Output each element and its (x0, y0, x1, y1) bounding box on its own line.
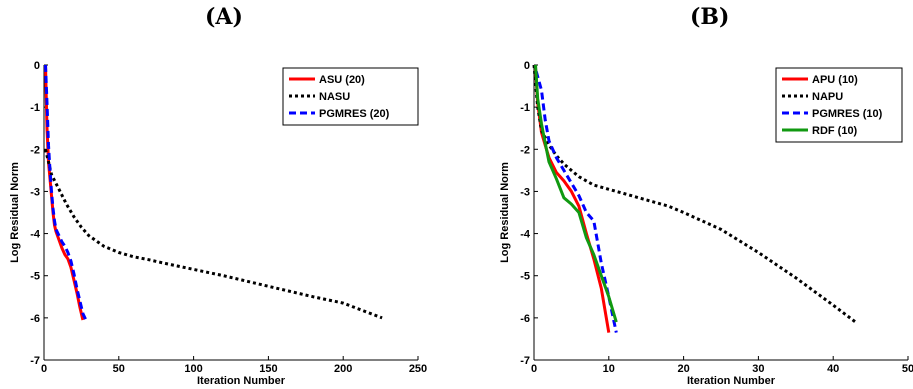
y-tick-label: -5 (30, 271, 40, 283)
series-line-apu-10 (534, 69, 611, 333)
y-tick-label: -1 (520, 102, 530, 114)
y-tick-label: -6 (30, 313, 40, 325)
x-tick-label: 20 (677, 363, 689, 375)
y-tick-label: -6 (520, 313, 530, 325)
y-tick-label: -3 (30, 186, 40, 198)
y-tick-label: -7 (520, 355, 530, 367)
y-tick-label: 0 (34, 60, 40, 72)
x-tick-label: 50 (113, 363, 125, 375)
x-tick-label: 30 (752, 363, 764, 375)
chart-panel-a: 0 50 100 150 200 250 0 -1 -2 -3 -4 -5 -6 -7 Iteration … (9, 60, 427, 387)
y-tick-label: -1 (30, 102, 40, 114)
panel-a-title: (A) (205, 4, 243, 30)
y-tick-label: -4 (520, 229, 531, 241)
y-tick-label: -2 (30, 144, 40, 156)
x-tick-label: 50 (902, 363, 913, 375)
legend-entry: NAPU (812, 91, 843, 103)
legend-entry: APU (10) (812, 74, 858, 86)
legend-entry: PGMRES (20) (319, 108, 390, 120)
series-line-pgmres-10 (534, 70, 618, 333)
y-tick-label: -7 (30, 355, 40, 367)
legend-entry: RDF (10) (812, 125, 858, 137)
series-line-napu (532, 64, 857, 324)
panel-b-title: (B) (690, 4, 730, 30)
legend-entry: PGMRES (10) (812, 108, 883, 120)
x-tick-label: 0 (41, 363, 47, 375)
x-tick-label: 150 (259, 363, 277, 375)
legend-entry: ASU (20) (319, 74, 365, 86)
y-tick-label: -5 (520, 271, 530, 283)
y-tick-label: -3 (520, 186, 530, 198)
x-tick-label: 40 (827, 363, 839, 375)
series-line-nasu (44, 148, 383, 320)
series-line-pgmres-20 (44, 64, 88, 321)
y-axis-label: Log Residual Norm (499, 162, 511, 263)
chart-panel-b: 0 10 20 30 40 50 0 -1 -2 -3 -4 -5 -6 -7 Iteration Numb… (499, 60, 913, 387)
series-line-rdf-10 (534, 64, 618, 323)
y-tick-label: 0 (524, 60, 530, 72)
y-axis-label: Log Residual Norm (9, 162, 21, 263)
x-tick-label: 100 (184, 363, 202, 375)
x-axis-label: Iteration Number (687, 375, 776, 387)
x-tick-label: 200 (334, 363, 352, 375)
y-tick-label: -4 (30, 229, 41, 241)
y-tick-label: -2 (520, 144, 530, 156)
x-tick-label: 250 (409, 363, 427, 375)
legend-entry: NASU (319, 91, 350, 103)
x-tick-label: 0 (531, 363, 537, 375)
x-axis-label: Iteration Number (197, 375, 286, 387)
x-tick-label: 10 (603, 363, 615, 375)
